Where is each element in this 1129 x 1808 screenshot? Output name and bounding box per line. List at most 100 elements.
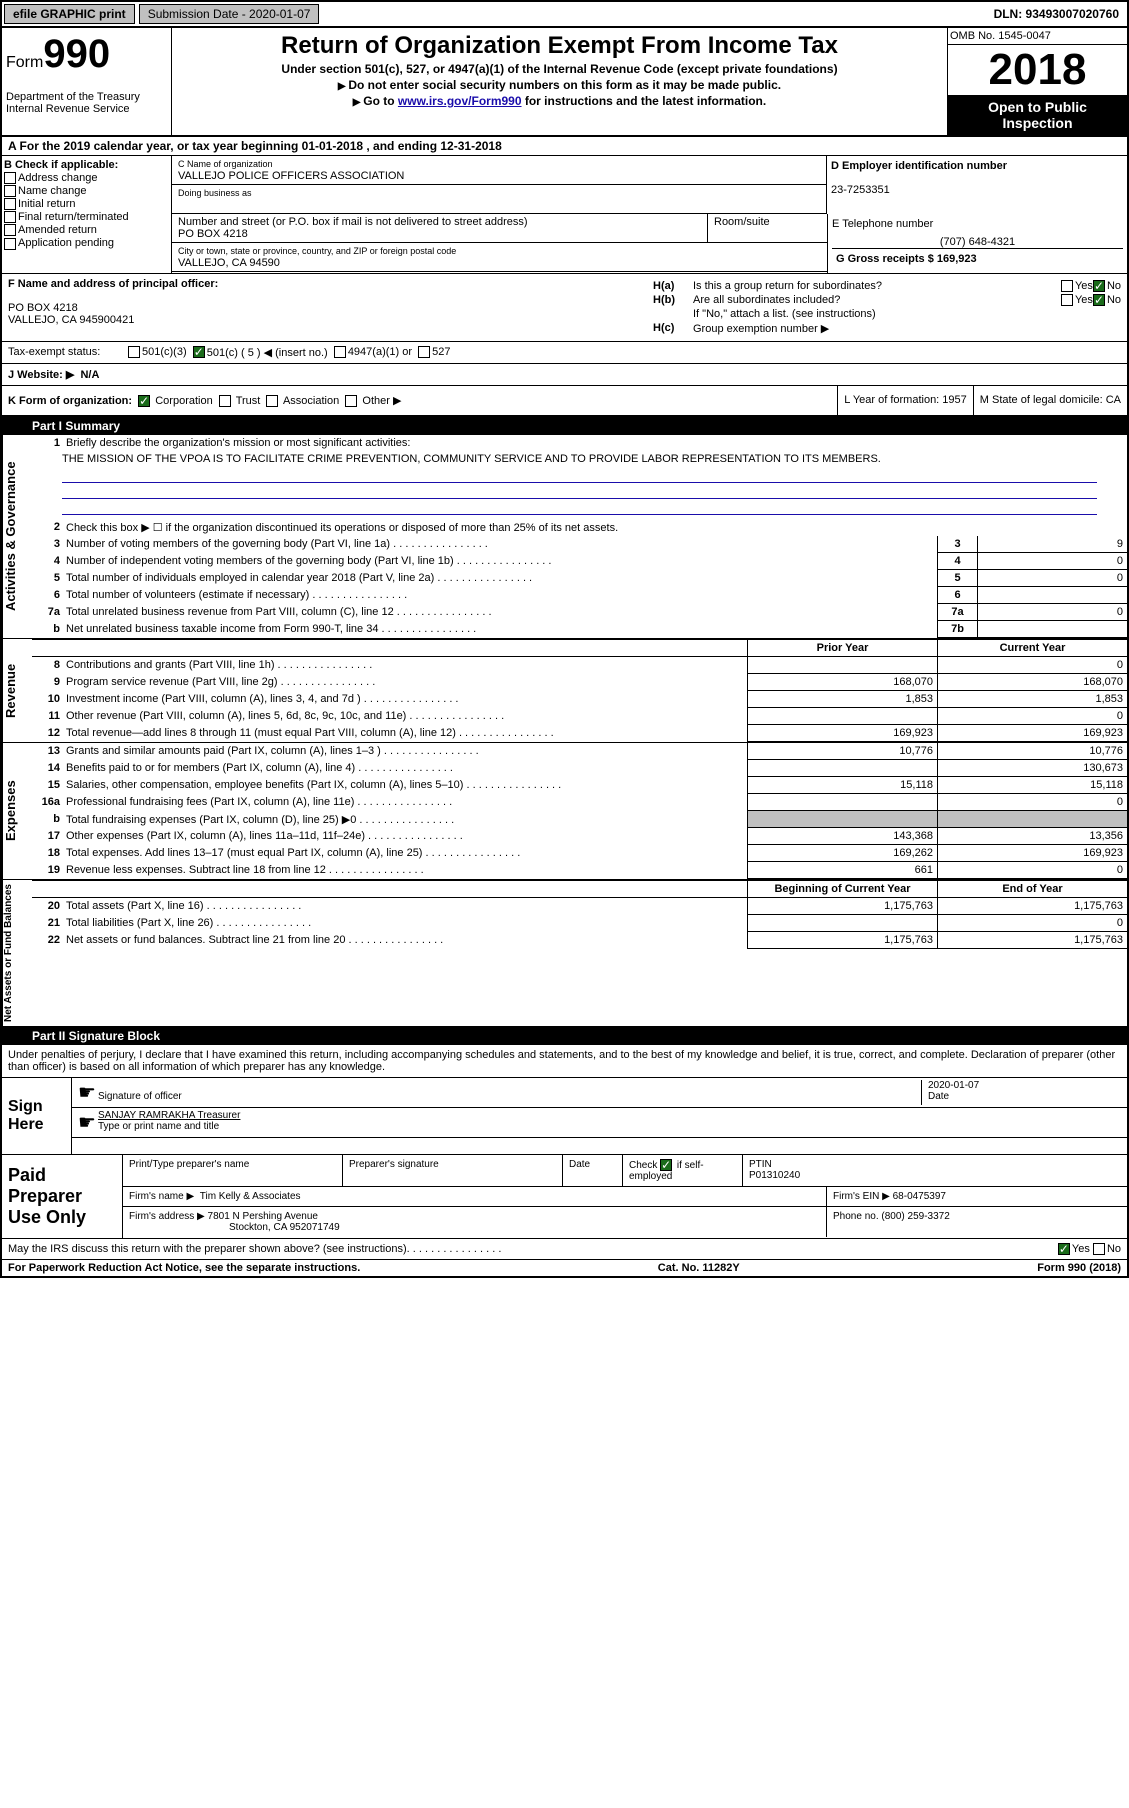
summary-net: Net Assets or Fund Balances Beginning of… <box>2 880 1127 1027</box>
officer-name: SANJAY RAMRAKHA Treasurer <box>98 1110 240 1121</box>
l-year: L Year of formation: 1957 <box>837 386 973 415</box>
subtitle-3: Go to www.irs.gov/Form990 for instructio… <box>176 94 943 108</box>
subtitle-1: Under section 501(c), 527, or 4947(a)(1)… <box>176 62 943 76</box>
row-klm: K Form of organization: Corporation Trus… <box>2 386 1127 417</box>
k-label: K Form of organization: <box>8 395 132 407</box>
g-label: G Gross receipts $ 169,923 <box>836 253 977 265</box>
pp-name-label: Print/Type preparer's name <box>123 1155 343 1186</box>
footer-right: Form 990 (2018) <box>1037 1262 1121 1274</box>
dln: DLN: 93493007020760 <box>986 5 1127 23</box>
website-value: N/A <box>80 369 99 381</box>
open-public: Open to Public Inspection <box>948 95 1127 135</box>
discuss-no-checkbox[interactable] <box>1093 1243 1105 1255</box>
col-cde: C Name of organizationVALLEJO POLICE OFF… <box>172 156 1127 273</box>
header: Form990 Department of the Treasury Inter… <box>2 28 1127 137</box>
k-other-checkbox[interactable] <box>345 395 357 407</box>
footer-left: For Paperwork Reduction Act Notice, see … <box>8 1262 360 1274</box>
m-state: M State of legal domicile: CA <box>973 386 1127 415</box>
discuss-yes-checkbox[interactable] <box>1058 1243 1070 1255</box>
preparer-block: Paid Preparer Use Only Print/Type prepar… <box>2 1155 1127 1239</box>
ha-text: Is this a group return for subordinates? <box>693 280 1061 292</box>
row-j: J Website: ▶ N/A <box>2 364 1127 386</box>
ptin-value: P01310240 <box>749 1170 800 1181</box>
ha-no-checkbox[interactable] <box>1093 280 1105 292</box>
firm-addr-label: Firm's address ▶ <box>129 1211 205 1222</box>
sig-date: 2020-01-07 <box>928 1080 979 1091</box>
tax-year: 2018 <box>948 45 1127 95</box>
dba-label: Doing business as <box>178 188 252 198</box>
c-label: C Name of organization <box>178 159 273 169</box>
section-b-g: B Check if applicable: Address change Na… <box>2 156 1127 274</box>
firm-name-label: Firm's name ▶ <box>129 1191 194 1202</box>
city-label: City or town, state or province, country… <box>178 246 456 256</box>
sidebar-net: Net Assets or Fund Balances <box>2 880 32 1026</box>
k-corp-checkbox[interactable] <box>138 395 150 407</box>
form-label: Form <box>6 54 43 71</box>
i-4947-checkbox[interactable] <box>334 346 346 358</box>
addr-label: Number and street (or P.O. box if mail i… <box>178 216 528 228</box>
sign-block: Sign Here ☛Signature of officer2020-01-0… <box>2 1077 1127 1155</box>
header-right: OMB No. 1545-0047 2018 Open to Public In… <box>947 28 1127 135</box>
firm-phone: (800) 259-3372 <box>881 1211 949 1222</box>
efile-button[interactable]: efile GRAPHIC print <box>4 4 135 24</box>
b-item: Name change <box>4 185 169 197</box>
fein-label: Firm's EIN ▶ <box>833 1191 890 1202</box>
type-name-label: Type or print name and title <box>98 1121 219 1132</box>
hb-yes-checkbox[interactable] <box>1061 294 1073 306</box>
b-header: B Check if applicable: <box>4 159 118 171</box>
boy-header: Beginning of Current Year <box>747 881 937 897</box>
city-value: VALLEJO, CA 94590 <box>178 257 280 269</box>
sign-here-label: Sign Here <box>2 1078 72 1154</box>
room-label: Room/suite <box>707 214 827 242</box>
i-label: Tax-exempt status: <box>8 346 128 359</box>
self-employed-checkbox[interactable] <box>660 1159 672 1171</box>
hb-no-checkbox[interactable] <box>1093 294 1105 306</box>
line1-label: Briefly describe the organization's miss… <box>62 435 1127 451</box>
b-item: Initial return <box>4 198 169 210</box>
phone-label: Phone no. <box>833 1211 879 1222</box>
i-501c3-checkbox[interactable] <box>128 346 140 358</box>
sidebar-exp: Expenses <box>2 743 32 879</box>
mission-text: THE MISSION OF THE VPOA IS TO FACILITATE… <box>32 451 1127 467</box>
discuss-text: May the IRS discuss this return with the… <box>8 1243 407 1255</box>
prior-year-header: Prior Year <box>747 640 937 656</box>
top-bar: efile GRAPHIC print Submission Date - 20… <box>2 2 1127 28</box>
f-addr1: PO BOX 4218 <box>8 302 78 314</box>
submission-date: Submission Date - 2020-01-07 <box>139 4 320 24</box>
d-label: D Employer identification number <box>831 160 1007 172</box>
self-employed-label: Check if self-employed <box>629 1160 704 1182</box>
row-a: A For the 2019 calendar year, or tax yea… <box>2 137 1127 156</box>
b-item: Address change <box>4 172 169 184</box>
summary-exp: Expenses 13Grants and similar amounts pa… <box>2 743 1127 880</box>
i-527-checkbox[interactable] <box>418 346 430 358</box>
footer: For Paperwork Reduction Act Notice, see … <box>2 1260 1127 1276</box>
b-item: Final return/terminated <box>4 211 169 223</box>
eoy-header: End of Year <box>937 881 1127 897</box>
i-501c-checkbox[interactable] <box>193 346 205 358</box>
sidebar-rev: Revenue <box>2 639 32 742</box>
f-label: F Name and address of principal officer: <box>8 278 218 290</box>
current-year-header: Current Year <box>937 640 1127 656</box>
ptin-label: PTIN <box>749 1159 772 1170</box>
k-trust-checkbox[interactable] <box>219 395 231 407</box>
header-mid: Return of Organization Exempt From Incom… <box>172 28 947 135</box>
col-b: B Check if applicable: Address change Na… <box>2 156 172 273</box>
b-item: Amended return <box>4 224 169 236</box>
k-assoc-checkbox[interactable] <box>266 395 278 407</box>
hc-text: Group exemption number ▶ <box>693 322 829 335</box>
summary-gov: Activities & Governance 1Briefly describ… <box>2 435 1127 639</box>
addr-value: PO BOX 4218 <box>178 228 248 240</box>
ha-yes-checkbox[interactable] <box>1061 280 1073 292</box>
section-fh: F Name and address of principal officer:… <box>2 274 1127 342</box>
discuss-row: May the IRS discuss this return with the… <box>2 1239 1127 1260</box>
subtitle-2: Do not enter social security numbers on … <box>176 78 943 92</box>
omb-number: OMB No. 1545-0047 <box>948 28 1127 45</box>
firm-addr2: Stockton, CA 952071749 <box>129 1222 340 1233</box>
header-left: Form990 Department of the Treasury Inter… <box>2 28 172 135</box>
hb-text: Are all subordinates included? <box>693 294 1061 306</box>
sig-officer-label: Signature of officer <box>98 1091 182 1102</box>
summary-rev: Revenue Prior YearCurrent Year 8Contribu… <box>2 639 1127 743</box>
irs-link[interactable]: www.irs.gov/Form990 <box>398 94 522 108</box>
firm-addr1: 7801 N Pershing Avenue <box>208 1211 318 1222</box>
form-number: 990 <box>43 32 110 76</box>
